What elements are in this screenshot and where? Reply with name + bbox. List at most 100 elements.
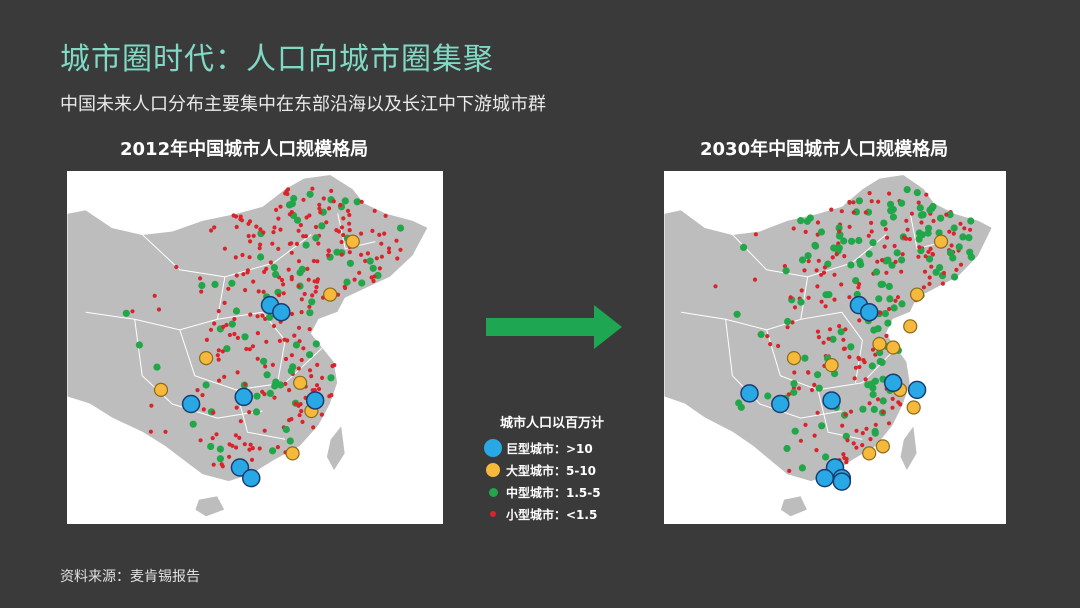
- medium-city-marker: [757, 330, 765, 339]
- medium-city-marker: [898, 300, 906, 308]
- small-city-marker: [222, 374, 227, 379]
- medium-city-marker: [840, 237, 848, 245]
- small-city-marker: [860, 443, 865, 448]
- medium-city-marker: [878, 280, 887, 288]
- small-city-marker: [148, 429, 153, 434]
- small-city-marker: [873, 422, 878, 427]
- mega-city-marker: [883, 373, 903, 393]
- small-city-marker: [867, 401, 872, 406]
- large-city-marker: [323, 287, 338, 302]
- small-city-marker: [286, 267, 291, 272]
- medium-city-marker: [868, 362, 876, 370]
- small-city-marker: [300, 419, 305, 424]
- small-city-marker: [867, 191, 872, 196]
- small-city-marker: [379, 241, 384, 246]
- page-title: 城市圈时代：人口向城市圈集聚: [60, 42, 494, 77]
- small-city-marker: [234, 445, 239, 450]
- medium-city-marker: [882, 257, 890, 265]
- small-city-marker: [226, 286, 231, 291]
- legend-item-large: 大型城市：5-10: [480, 459, 640, 481]
- small-city-marker: [851, 441, 856, 446]
- small-city-marker: [317, 202, 322, 207]
- mega-city-marker: [234, 387, 253, 407]
- medium-city-marker: [946, 211, 954, 219]
- small-city-marker: [904, 218, 909, 223]
- small-city-marker: [791, 226, 796, 231]
- small-city-marker: [281, 282, 286, 287]
- legend-label: 大型城市：5-10: [506, 463, 597, 478]
- small-city-marker: [294, 241, 300, 246]
- small-city-marker: [806, 370, 811, 375]
- small-city-marker: [238, 419, 243, 424]
- small-city-marker: [296, 284, 301, 289]
- medium-city-marker: [814, 371, 822, 379]
- small-city-marker: [854, 428, 859, 433]
- small-city-marker: [222, 246, 227, 251]
- medium-city-marker: [298, 265, 306, 273]
- small-city-marker: [237, 435, 242, 440]
- small-city-marker: [238, 217, 243, 222]
- small-city-marker: [209, 228, 214, 233]
- small-city-marker: [958, 221, 963, 226]
- small-city-marker: [383, 213, 388, 218]
- small-city-marker: [243, 288, 248, 293]
- province-border: [134, 319, 263, 419]
- small-city-marker: [317, 206, 322, 211]
- small-city-marker: [853, 365, 858, 370]
- small-city-marker: [884, 270, 889, 275]
- small-city-marker: [887, 306, 892, 312]
- medium-city-marker: [263, 371, 271, 379]
- medium-city-marker: [817, 228, 826, 236]
- medium-city-marker: [791, 427, 799, 435]
- small-city-marker: [195, 388, 200, 393]
- small-city-marker: [814, 448, 819, 453]
- small-city-marker: [929, 264, 934, 269]
- medium-city-marker: [228, 279, 236, 287]
- medium-city-marker: [848, 237, 856, 245]
- medium-city-marker: [318, 222, 326, 230]
- medium-city-marker: [874, 325, 882, 333]
- small-city-marker: [274, 207, 279, 212]
- small-city-marker: [250, 446, 255, 451]
- small-city-marker: [257, 446, 262, 451]
- small-city-marker: [863, 377, 868, 382]
- small-city-marker: [296, 325, 302, 330]
- small-city-marker: [785, 325, 790, 330]
- medium-city-marker: [893, 249, 901, 257]
- medium-city-marker: [870, 405, 878, 413]
- small-city-marker: [299, 310, 304, 315]
- small-city-marker: [839, 282, 844, 287]
- small-city-marker: [806, 259, 811, 264]
- small-city-marker: [379, 254, 384, 259]
- medium-city-marker: [790, 388, 798, 396]
- medium-city-marker: [287, 367, 295, 375]
- small-city-marker: [216, 309, 221, 314]
- small-city-marker: [387, 250, 392, 255]
- small-city-marker: [788, 295, 793, 300]
- medium-city-marker: [889, 213, 897, 221]
- small-city-marker: [930, 252, 936, 257]
- small-city-marker: [246, 233, 251, 239]
- small-city-marker: [278, 227, 283, 232]
- medium-city-marker: [885, 282, 893, 290]
- medium-city-marker: [926, 255, 934, 263]
- small-city-marker: [307, 213, 312, 218]
- small-city-marker: [311, 258, 316, 264]
- medium-city-marker: [312, 340, 320, 348]
- medium-city-marker: [967, 217, 975, 225]
- medium-city-marker: [122, 309, 130, 317]
- small-city-marker: [246, 221, 251, 226]
- small-city-marker: [234, 405, 239, 410]
- medium-city-marker: [879, 397, 887, 405]
- medium-city-marker: [153, 363, 161, 371]
- medium-city-marker: [855, 197, 863, 205]
- small-city-marker: [968, 227, 973, 232]
- small-city-marker: [893, 259, 898, 264]
- map-2012-title: 2012年中国城市人口规模格局: [120, 139, 369, 160]
- medium-city-marker: [228, 320, 236, 328]
- small-city-marker: [359, 252, 364, 257]
- medium-city-marker: [798, 464, 806, 472]
- large-city-marker: [345, 234, 360, 249]
- small-city-marker: [272, 395, 277, 400]
- medium-city-marker: [869, 390, 877, 399]
